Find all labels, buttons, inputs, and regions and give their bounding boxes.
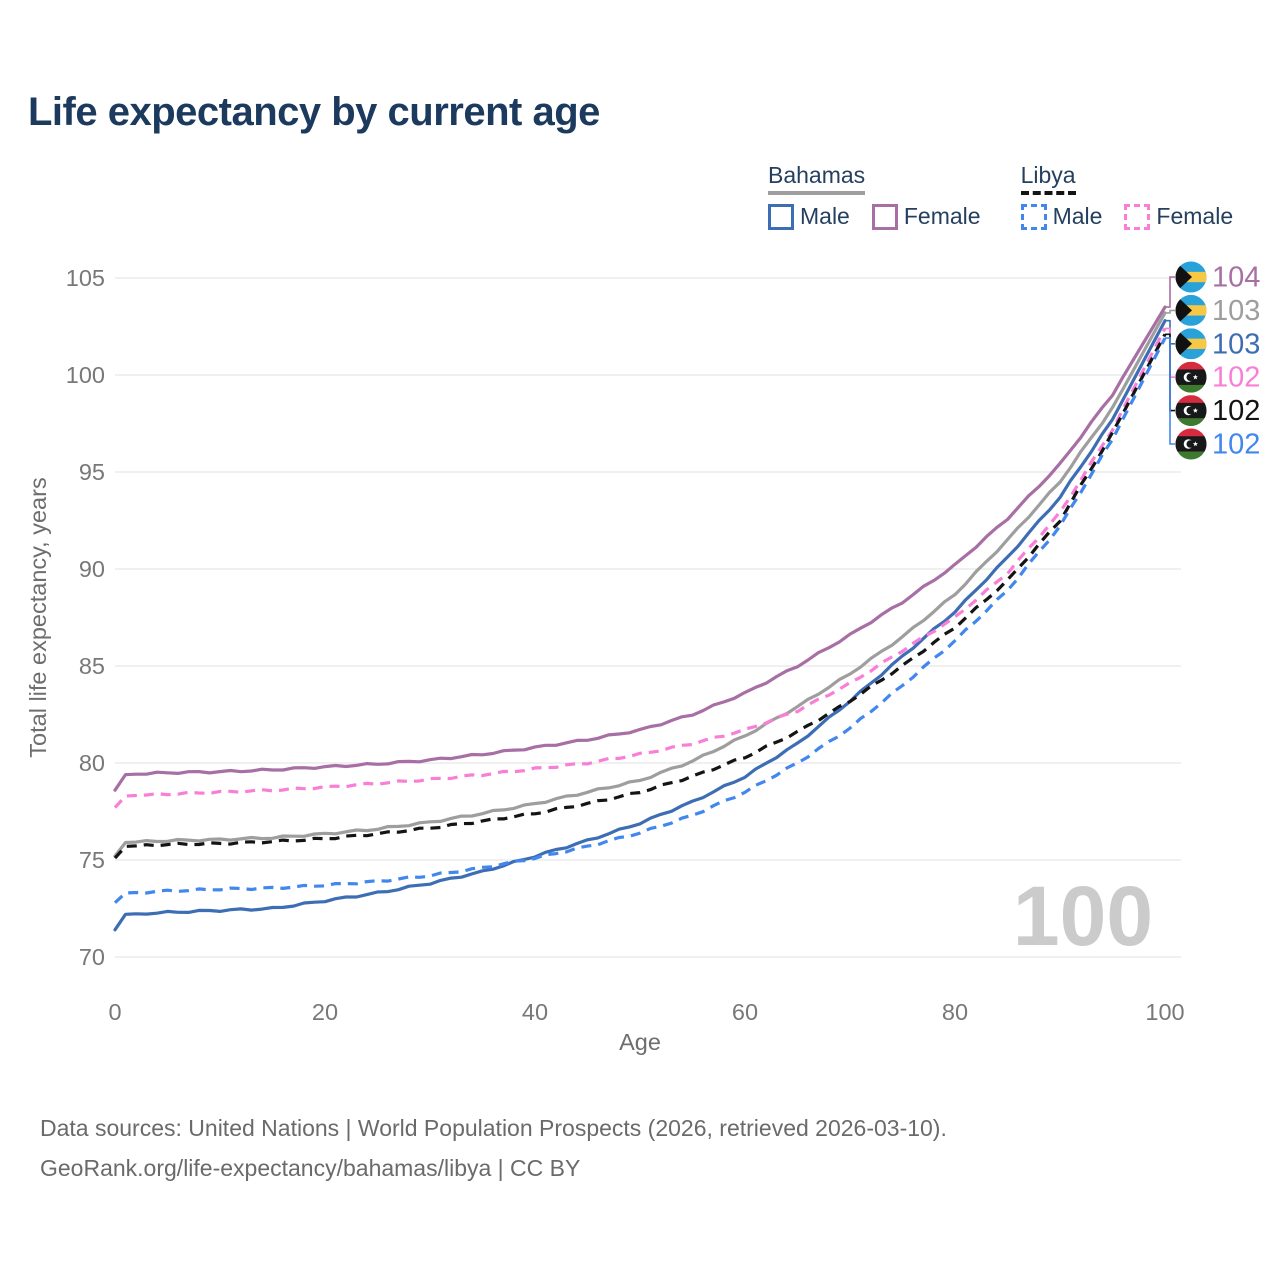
legend-label-libya-female: Female (1156, 203, 1234, 229)
end-row-3: 102 (1175, 361, 1260, 394)
chart-line-libya-both-sexes[interactable] (113, 333, 1167, 860)
legend-country-libya[interactable]: Libya (1020, 162, 1076, 195)
end-value-label-0: 104 (1212, 262, 1260, 294)
end-value-label-5: 102 (1212, 429, 1260, 461)
y-tick-80: 80 (79, 750, 105, 776)
footer: Data sources: United Nations | World Pop… (40, 1108, 1240, 1188)
chart-line-bahamas-both-sexes[interactable] (113, 311, 1167, 858)
y-axis-ticks: 70 75 80 85 90 95 100 105 (66, 265, 105, 970)
star (1192, 374, 1198, 380)
crescent-inner (1186, 440, 1195, 448)
y-tick-100: 100 (66, 362, 105, 388)
y-tick-95: 95 (79, 459, 105, 485)
x-tick-40: 40 (522, 999, 548, 1025)
crescent-inner (1186, 373, 1195, 382)
legend-item-bahamas-male[interactable]: Male (768, 203, 850, 230)
flag-chevron-black (1175, 328, 1192, 360)
legend-label-libya-male: Male (1052, 203, 1103, 229)
legend-item-libya-female[interactable]: Female (1124, 203, 1233, 230)
flag-chevron-black (1175, 294, 1192, 326)
end-value-label-2: 103 (1212, 328, 1260, 360)
line-chart: 100 70 75 80 85 90 95 100 105 0 20 40 60 80 100 Age Tota… (25, 261, 1260, 1055)
chart-line-bahamas-female[interactable] (113, 305, 1167, 792)
legend-swatch-libya-male[interactable] (1020, 203, 1047, 230)
end-connector-1 (1165, 309, 1175, 314)
flag-stripe-green (1175, 384, 1207, 393)
y-axis-title: Total life expectancy, years (25, 477, 51, 757)
x-axis-ticks: 0 20 40 60 80 100 (108, 999, 1184, 1025)
end-value-label-4: 102 (1212, 395, 1260, 427)
end-connector-5 (1165, 337, 1175, 445)
chart-line-bahamas-male[interactable] (113, 319, 1167, 932)
libya-flag-icon (1175, 428, 1207, 460)
end-row-2: 103 (1175, 328, 1260, 360)
end-value-label-3: 102 (1212, 362, 1260, 394)
footer-data-sources: Data sources: United Nations | World Pop… (40, 1115, 947, 1141)
y-tick-75: 75 (79, 847, 105, 873)
libya-flag-icon (1175, 361, 1207, 393)
legend-label-bahamas-male: Male (800, 203, 850, 229)
y-tick-105: 105 (66, 265, 105, 291)
legend-swatch-bahamas-female[interactable] (871, 203, 898, 230)
star (1192, 441, 1198, 447)
flag-stripe-green (1175, 418, 1207, 427)
page-title: Life expectancy by current age (28, 90, 600, 134)
legend-item-bahamas-female[interactable]: Female (871, 203, 981, 230)
life-expectancy-chart-svg: 100 70 75 80 85 90 95 100 105 0 20 40 60 80 100 Age Tota… (25, 261, 1260, 1055)
bahamas-flag-icon (1175, 328, 1207, 360)
x-tick-60: 60 (732, 999, 758, 1025)
legend-swatch-libya-female[interactable] (1124, 203, 1151, 230)
x-tick-100: 100 (1145, 999, 1184, 1025)
watermark-age-value: 100 (1013, 869, 1153, 963)
legend-group-libya: Libya Male Female (1020, 162, 1233, 230)
star (1192, 407, 1198, 413)
legend-country-bahamas[interactable]: Bahamas (768, 162, 866, 195)
y-tick-90: 90 (79, 556, 105, 582)
legend-group-bahamas: Bahamas Male Female (768, 162, 981, 230)
chart-legend: Bahamas Male Female Libya Male Female (768, 162, 1233, 230)
end-row-1: 103 (1175, 294, 1260, 327)
bahamas-flag-icon (1175, 294, 1207, 326)
flag-chevron-black (1175, 261, 1192, 293)
crescent-inner (1186, 406, 1195, 415)
flag-stripe-green (1175, 451, 1207, 460)
x-tick-20: 20 (312, 999, 338, 1025)
x-tick-0: 0 (108, 999, 121, 1025)
footer-attribution: GeoRank.org/life-expectancy/bahamas/liby… (40, 1155, 581, 1181)
chart-line-libya-female[interactable] (113, 327, 1167, 809)
x-tick-80: 80 (942, 999, 968, 1025)
gridlines (115, 277, 1181, 958)
legend-swatch-bahamas-male[interactable] (768, 203, 794, 230)
legend-label-bahamas-female: Female (903, 203, 981, 229)
end-connector-0 (1165, 276, 1175, 308)
end-row-0: 104 (1175, 261, 1260, 294)
libya-flag-icon (1175, 395, 1207, 427)
chart-line-libya-male[interactable] (113, 337, 1167, 904)
y-tick-70: 70 (79, 944, 105, 970)
legend-item-libya-male[interactable]: Male (1020, 203, 1103, 230)
y-tick-85: 85 (79, 653, 105, 679)
bahamas-flag-icon (1175, 261, 1207, 293)
end-value-label-1: 103 (1212, 295, 1260, 327)
end-row-5: 102 (1175, 428, 1260, 461)
end-row-4: 102 (1175, 395, 1260, 427)
series-lines (113, 305, 1167, 932)
x-axis-title: Age (619, 1029, 661, 1055)
